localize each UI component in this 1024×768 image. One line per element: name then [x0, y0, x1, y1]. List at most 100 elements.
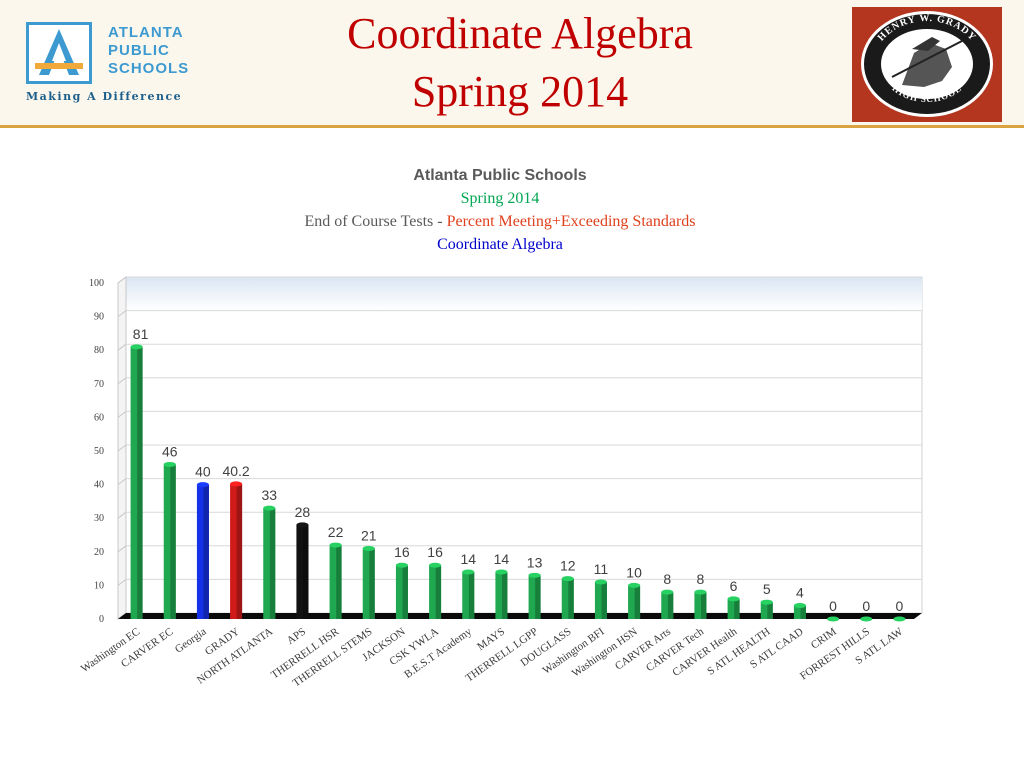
bar-shade	[236, 483, 243, 619]
data-label: 0	[862, 598, 870, 614]
gridline-depth	[117, 545, 127, 553]
bar-shade	[767, 602, 773, 619]
chart-title: Atlanta Public Schools	[413, 167, 587, 184]
bar-shade	[734, 598, 740, 619]
y-tick-label: 70	[94, 379, 104, 390]
data-label: 6	[730, 578, 738, 594]
aps-word-2: PUBLIC	[108, 42, 170, 59]
bar-top	[661, 589, 674, 595]
data-label: 16	[427, 544, 443, 560]
gridline-depth	[117, 444, 127, 452]
y-tick-label: 40	[94, 480, 104, 491]
gridline-depth	[117, 478, 127, 486]
bar-top	[793, 603, 806, 609]
bar-shade	[269, 508, 276, 619]
data-label: 5	[763, 581, 771, 597]
bar-top	[694, 589, 707, 595]
data-label: 16	[394, 544, 410, 560]
y-tick-label: 0	[99, 614, 104, 625]
y-tick-label: 30	[94, 513, 104, 524]
data-label: 81	[133, 326, 149, 342]
y-tick-label: 60	[94, 412, 104, 423]
chart-subtitle-prefix: End of Course Tests -	[304, 213, 447, 230]
chart-wall-shade	[126, 277, 922, 311]
data-label: 40.2	[222, 463, 249, 479]
bar-top	[594, 579, 607, 585]
bar-top	[893, 616, 906, 622]
bar-shade	[468, 571, 475, 619]
x-category-label: APS	[285, 626, 308, 647]
bar-shade	[701, 592, 707, 619]
y-tick-label: 80	[94, 345, 104, 356]
data-label: 8	[697, 571, 705, 587]
slide-header: ATLANTA PUBLIC SCHOOLS Making A Differen…	[0, 0, 1024, 126]
bar-shade	[170, 464, 176, 619]
chart-floor	[118, 613, 922, 619]
bar-top	[727, 596, 740, 602]
bar-top	[760, 599, 773, 605]
data-label: 8	[663, 571, 671, 587]
bar-top	[196, 482, 209, 488]
gridline-depth	[117, 343, 127, 351]
data-label: 12	[560, 558, 576, 574]
bar-top	[495, 569, 508, 575]
data-label: 28	[295, 504, 311, 520]
data-label: 22	[328, 524, 344, 540]
bar-shade	[601, 582, 607, 619]
y-tick-label: 20	[94, 547, 104, 558]
bar-top	[130, 344, 143, 350]
chart-subtitle-highlight: Percent Meeting+Exceeding Standards	[446, 213, 696, 230]
aps-tagline: Making A Difference	[26, 90, 183, 103]
data-label: 11	[594, 561, 609, 577]
bar-top	[827, 616, 840, 622]
bar-shade	[369, 548, 375, 619]
bar-top	[528, 572, 541, 578]
bar-shade	[568, 578, 574, 619]
bar-shade	[203, 484, 209, 619]
grady-high-school-logo: HENRY W. GRADY HIGH SCHOOL	[852, 7, 1002, 122]
bar-shade	[435, 565, 442, 619]
slide-title-line2: Spring 2014	[411, 67, 629, 116]
bar-top	[362, 545, 375, 551]
bar-shade	[336, 545, 342, 619]
data-label: 46	[162, 443, 178, 459]
bar-top	[395, 562, 408, 568]
gridline-depth	[117, 578, 127, 586]
y-tick-label: 10	[94, 580, 104, 591]
chart-subtitle-season: Spring 2014	[460, 190, 540, 207]
gridline-depth	[117, 410, 127, 418]
bar-top	[628, 582, 641, 588]
chart-subtitle-measure: End of Course Tests - Percent Meeting+Ex…	[0, 213, 1000, 231]
bar-top	[462, 569, 475, 575]
bar-shade	[634, 585, 641, 619]
data-label: 21	[361, 527, 377, 543]
data-label: 0	[829, 598, 837, 614]
y-tick-label: 90	[94, 312, 104, 323]
data-label: 13	[527, 554, 543, 570]
bar-shade	[800, 605, 806, 619]
gridline-depth	[117, 377, 127, 385]
y-tick-label: 50	[94, 446, 104, 457]
bar-shade	[667, 592, 674, 619]
data-label: 40	[195, 464, 211, 480]
bar-shade	[502, 571, 508, 619]
bar-top	[163, 461, 176, 467]
data-label: 10	[626, 564, 642, 580]
slide-title-line1: Coordinate Algebra	[347, 9, 693, 58]
bar-shade	[535, 575, 541, 619]
header-divider	[0, 125, 1024, 128]
bar-top	[296, 522, 309, 528]
bar-top	[230, 481, 243, 487]
bar-top	[329, 542, 342, 548]
bar-shade	[137, 346, 143, 619]
gridline-depth	[117, 276, 127, 284]
bar-top	[263, 505, 276, 511]
data-label: 4	[796, 585, 804, 601]
data-label: 14	[494, 551, 510, 567]
gridline-depth	[117, 511, 127, 519]
y-tick-label: 100	[89, 278, 104, 289]
data-label: 33	[261, 487, 277, 503]
data-label: 14	[460, 551, 476, 567]
aps-word-3: SCHOOLS	[108, 60, 190, 77]
